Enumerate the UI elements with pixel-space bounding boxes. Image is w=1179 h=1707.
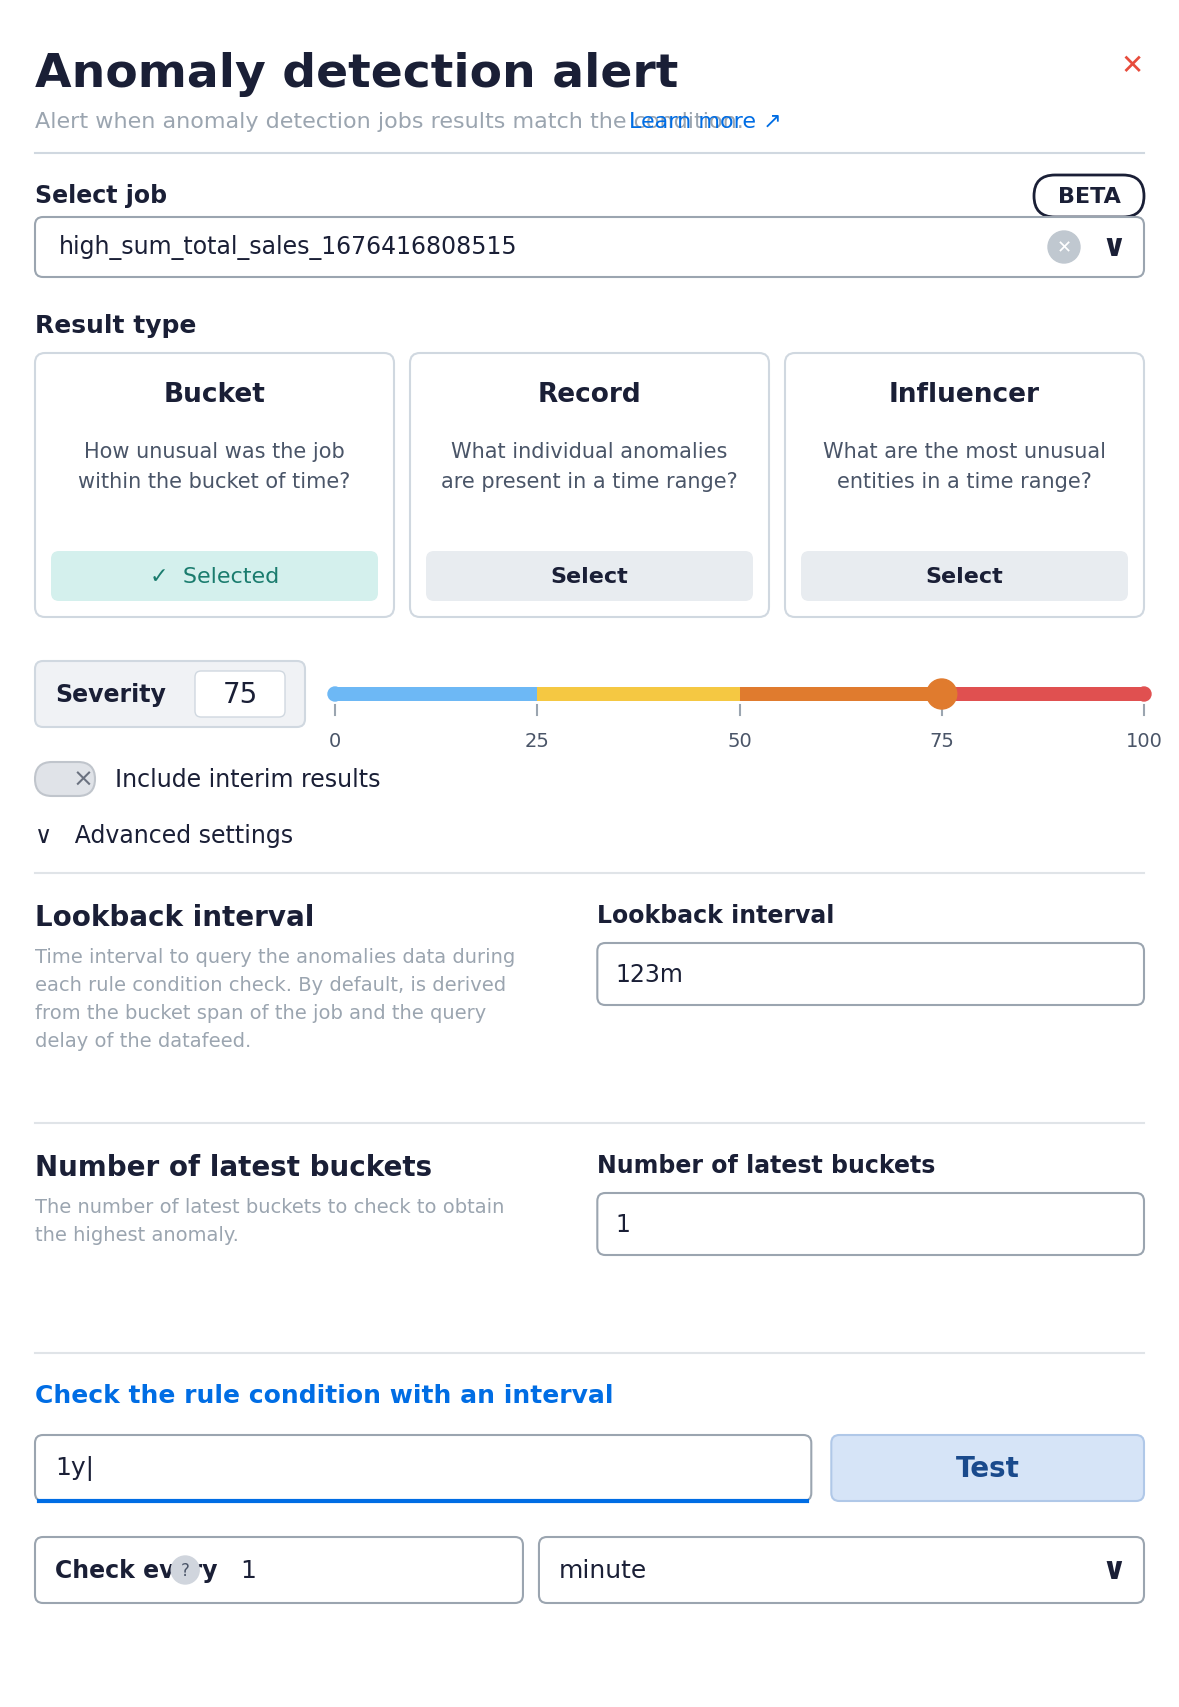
Text: minute: minute [559,1558,647,1582]
Text: ✕: ✕ [1121,51,1144,80]
FancyBboxPatch shape [539,1536,1144,1603]
FancyBboxPatch shape [35,218,1144,278]
Circle shape [1137,688,1151,702]
Text: 1: 1 [615,1212,631,1236]
FancyBboxPatch shape [35,763,95,797]
Text: Record: Record [538,382,641,408]
Text: Check the rule condition with an interval: Check the rule condition with an interva… [35,1383,613,1407]
Text: Result type: Result type [35,314,197,338]
Circle shape [171,1557,199,1584]
Circle shape [328,688,342,702]
Text: Check every: Check every [55,1558,217,1582]
Text: Anomaly detection alert: Anomaly detection alert [35,51,678,97]
Bar [739,688,942,702]
Text: high_sum_total_sales_1676416808515: high_sum_total_sales_1676416808515 [59,236,518,261]
FancyBboxPatch shape [831,1436,1144,1500]
FancyBboxPatch shape [195,671,285,717]
Circle shape [1048,232,1080,265]
Text: Number of latest buckets: Number of latest buckets [598,1154,936,1178]
Text: Influencer: Influencer [889,382,1040,408]
Text: Select: Select [551,567,628,587]
Text: Select: Select [926,567,1003,587]
Text: Time interval to query the anomalies data during
each rule condition check. By d: Time interval to query the anomalies dat… [35,947,515,1050]
Bar [335,688,538,702]
FancyBboxPatch shape [598,1193,1144,1255]
Text: Number of latest buckets: Number of latest buckets [35,1154,433,1181]
Text: Bucket: Bucket [164,382,265,408]
FancyBboxPatch shape [51,551,378,601]
FancyBboxPatch shape [410,353,769,618]
Text: ?: ? [180,1562,190,1579]
Text: Lookback interval: Lookback interval [598,903,835,927]
FancyBboxPatch shape [1034,176,1144,218]
Text: Select job: Select job [35,184,167,208]
Text: 1: 1 [241,1558,256,1582]
Text: ✓  Selected: ✓ Selected [150,567,279,587]
Text: Severity: Severity [55,683,166,707]
Text: Learn more ↗: Learn more ↗ [630,113,782,131]
Text: 0: 0 [329,732,341,751]
Text: ✕: ✕ [1056,239,1072,256]
Text: How unusual was the job
within the bucket of time?: How unusual was the job within the bucke… [78,442,350,492]
Text: What are the most unusual
entities in a time range?: What are the most unusual entities in a … [823,442,1106,492]
Text: 75: 75 [929,732,954,751]
FancyBboxPatch shape [35,1436,811,1500]
Text: 1y|: 1y| [55,1456,94,1480]
Bar [538,688,739,702]
Text: 123m: 123m [615,963,683,987]
Text: 25: 25 [525,732,549,751]
FancyBboxPatch shape [801,551,1128,601]
Text: Include interim results: Include interim results [116,768,381,792]
Text: The number of latest buckets to check to obtain
the highest anomaly.: The number of latest buckets to check to… [35,1197,505,1244]
Text: ∨   Advanced settings: ∨ Advanced settings [35,823,294,847]
Text: 50: 50 [727,732,752,751]
Text: Alert when anomaly detection jobs results match the condition.: Alert when anomaly detection jobs result… [35,113,744,131]
Bar [942,688,1144,702]
FancyBboxPatch shape [35,662,305,727]
FancyBboxPatch shape [35,1536,523,1603]
FancyBboxPatch shape [426,551,753,601]
FancyBboxPatch shape [35,353,394,618]
Text: 100: 100 [1126,732,1162,751]
Text: Test: Test [956,1454,1020,1482]
Text: ×: × [72,768,93,792]
Text: BETA: BETA [1058,186,1120,207]
Text: What individual anomalies
are present in a time range?: What individual anomalies are present in… [441,442,738,492]
Text: ∨: ∨ [1101,1555,1126,1584]
Text: 75: 75 [223,681,258,708]
Circle shape [927,679,956,710]
FancyBboxPatch shape [785,353,1144,618]
Text: ∨: ∨ [1101,234,1126,263]
FancyBboxPatch shape [598,944,1144,1005]
Text: Lookback interval: Lookback interval [35,903,315,932]
